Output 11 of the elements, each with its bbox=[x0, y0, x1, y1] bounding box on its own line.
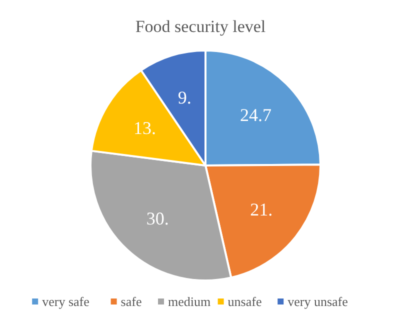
chart-title: Food security level bbox=[135, 17, 266, 36]
legend-label: medium bbox=[168, 294, 211, 309]
legend-label: very safe bbox=[42, 294, 90, 309]
legend-label: safe bbox=[120, 294, 142, 309]
data-label: 9. bbox=[178, 87, 192, 108]
data-label: 13. bbox=[134, 118, 156, 138]
legend-label: very unsafe bbox=[288, 294, 348, 309]
data-label: 24.7 bbox=[240, 104, 272, 125]
data-label: 21. bbox=[250, 200, 273, 220]
data-label: 30. bbox=[146, 208, 169, 228]
legend-label: unsafe bbox=[228, 294, 262, 309]
